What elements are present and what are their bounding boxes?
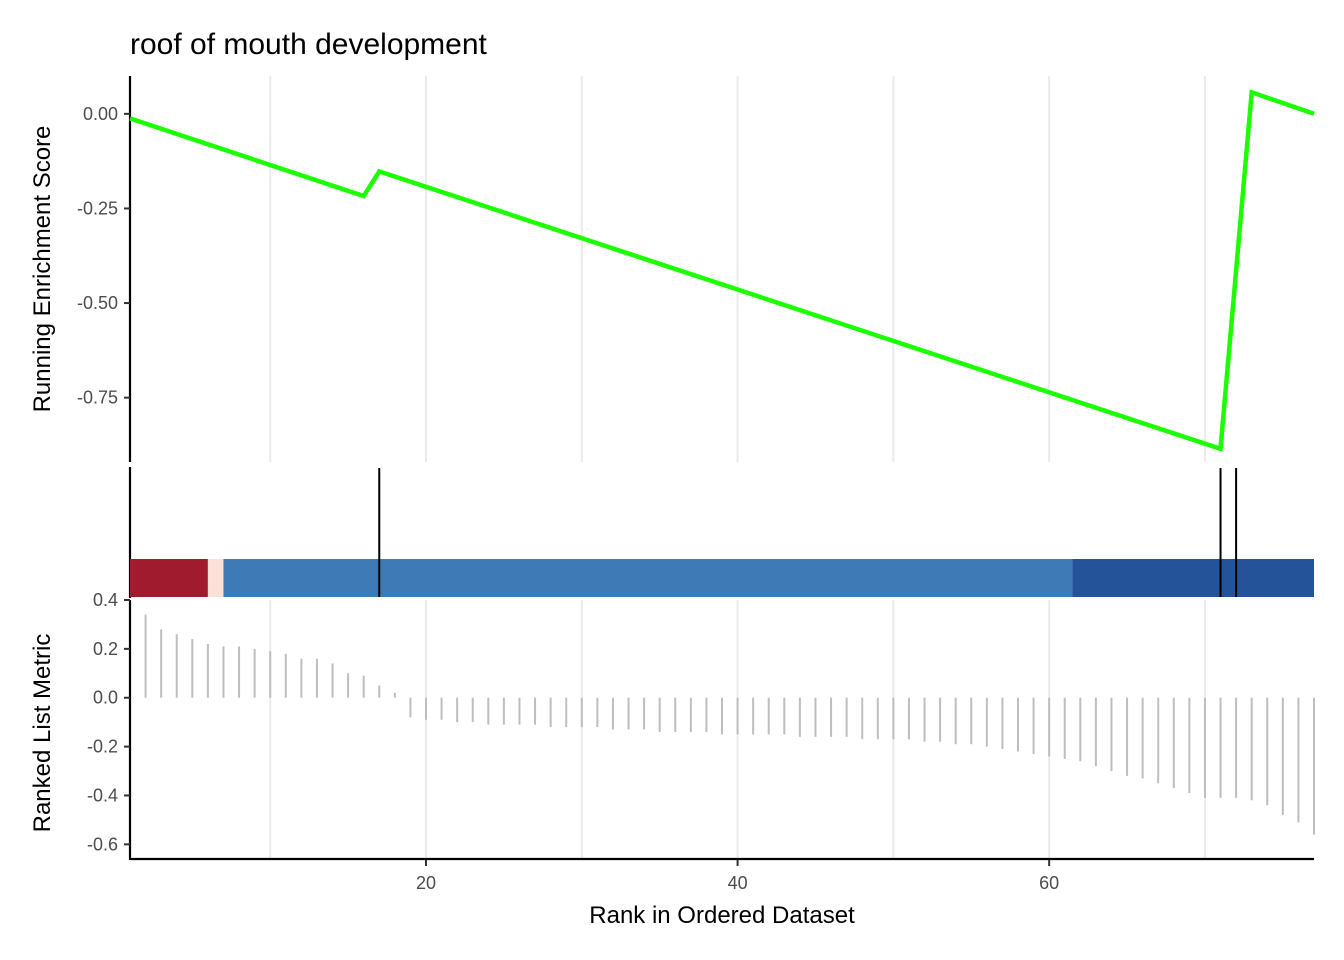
es-y-axis-label: Running Enrichment Score — [29, 126, 56, 413]
metric-y-tick-label: 0.0 — [93, 688, 118, 708]
es-y-tick-label: -0.25 — [77, 198, 118, 218]
es-grid — [269, 76, 1206, 462]
x-tick-label: 20 — [416, 873, 436, 893]
metric-y-tick-label: -0.2 — [87, 737, 118, 757]
metric-y-tick-label: -0.4 — [87, 785, 118, 805]
heat-band — [1072, 559, 1314, 597]
heat-band — [207, 559, 224, 597]
gene-hit-lines — [378, 468, 1238, 597]
x-ticks: 20 40 60 — [416, 860, 1059, 893]
es-y-tick-label: 0.00 — [83, 104, 118, 124]
es-y-tick-label: -0.75 — [77, 388, 118, 408]
metric-y-tick-label: 0.4 — [93, 590, 118, 610]
metric-axes — [128, 600, 1314, 861]
chart-title: roof of mouth development — [130, 28, 488, 61]
es-line — [129, 89, 1315, 452]
es-line-group — [129, 89, 1315, 452]
es-y-ticks: 0.00 -0.25 -0.50 -0.75 — [77, 104, 130, 408]
metric-y-ticks: 0.4 0.2 0.0 -0.2 -0.4 -0.6 — [87, 590, 130, 854]
es-y-tick-label: -0.50 — [77, 293, 118, 313]
heat-band — [223, 559, 1073, 597]
x-tick-label: 60 — [1039, 873, 1059, 893]
metric-y-axis-label: Ranked List Metric — [29, 634, 56, 833]
x-axis-label: Rank in Ordered Dataset — [589, 902, 855, 929]
ranking-heat-bar — [130, 559, 1314, 597]
metric-bars — [144, 614, 1315, 835]
heat-band — [130, 559, 208, 597]
metric-y-tick-label: 0.2 — [93, 639, 118, 659]
x-tick-label: 40 — [728, 873, 748, 893]
metric-y-tick-label: -0.6 — [87, 834, 118, 854]
